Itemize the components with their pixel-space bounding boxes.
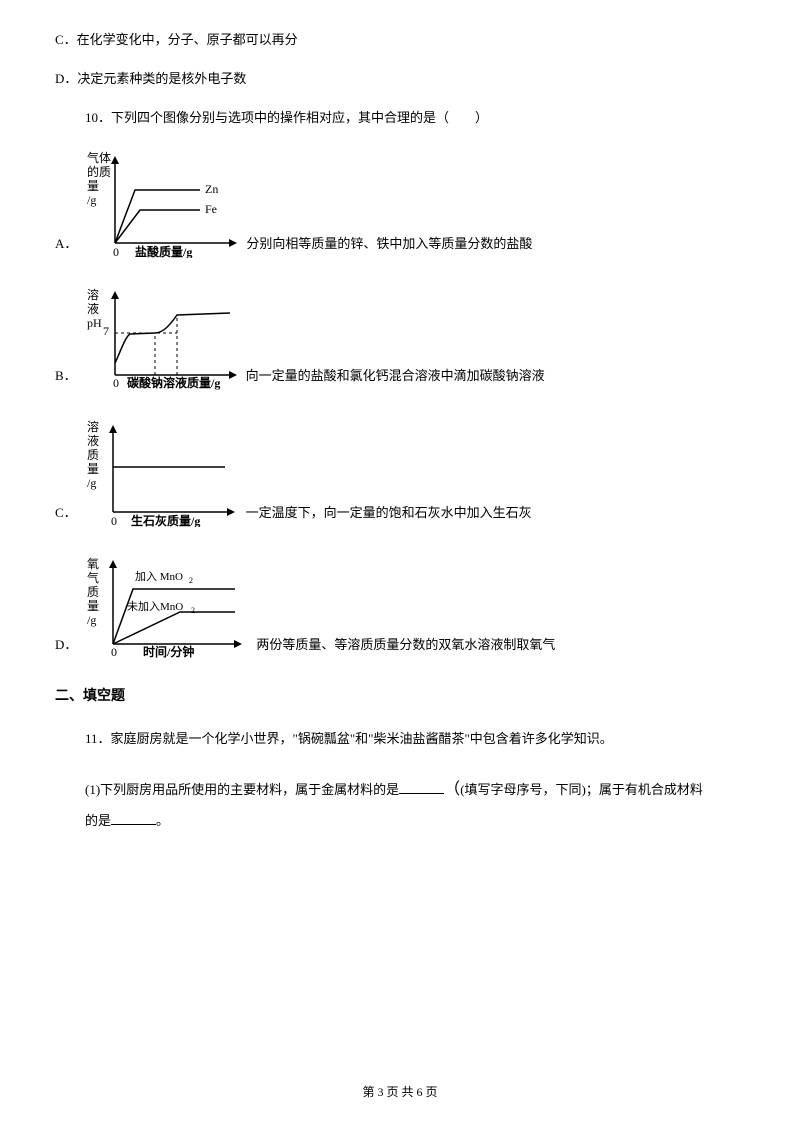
q11-stem: 11．家庭厨房就是一个化学小世界，"锅碗瓢盆"和"柴米油盐酱醋茶"中包含着许多化… [85, 726, 745, 752]
svg-text:0: 0 [111, 514, 117, 527]
svg-text:量: 量 [87, 462, 99, 476]
svg-text:液: 液 [87, 433, 99, 448]
blank-1 [399, 780, 444, 794]
option-d-label: D． [55, 635, 77, 666]
q10-option-a: A． 气体 的质 量 /g Zn Fe 0 盐酸质量/g 分别向相等质量的锌、铁… [55, 148, 745, 265]
svg-text:量: 量 [87, 599, 99, 613]
option-a-text: 分别向相等质量的锌、铁中加入等质量分数的盐酸 [246, 234, 532, 265]
svg-text:氧: 氧 [87, 557, 99, 571]
svg-text:/g: /g [87, 193, 96, 207]
svg-text:未加入MnO: 未加入MnO [127, 600, 183, 613]
q11-sub1-d: 。 [156, 813, 169, 828]
page-footer: 第 3 页 共 6 页 [0, 1083, 800, 1102]
q11-sub1-b: (填写字母序号，下同)；属于有机合成材料 [460, 782, 703, 797]
svg-text:0: 0 [113, 245, 119, 258]
blank-2 [111, 811, 156, 825]
svg-text:Fe: Fe [205, 202, 217, 216]
svg-text:/g: /g [87, 476, 96, 490]
svg-text:溶: 溶 [87, 287, 99, 302]
q10-option-d: D． 氧 气 质 量 /g 加入 MnO 2 未加入MnO 2 0 时间/分钟 两份… [55, 554, 745, 666]
option-d: D．决定元素种类的是核外电子数 [55, 69, 745, 90]
svg-text:0: 0 [113, 376, 119, 390]
svg-text:碳酸钠溶液质量/g: 碳酸钠溶液质量/g [127, 375, 220, 390]
q10-option-c: C． 溶 液 质 量 /g 0 生石灰质量/g 一定温度下，向一定量的饱和石灰水… [55, 417, 745, 534]
svg-text:2: 2 [189, 576, 193, 585]
svg-text:时间/分钟: 时间/分钟 [143, 644, 194, 659]
svg-text:的质: 的质 [87, 164, 111, 179]
chart-b: 溶 液 pH 7 0 碳酸钠溶液质量/g [85, 285, 240, 397]
chart-a: 气体 的质 量 /g Zn Fe 0 盐酸质量/g [85, 148, 240, 265]
svg-text:/g: /g [87, 613, 96, 627]
option-b-label: B． [55, 366, 77, 397]
q11-sub1-a: (1)下列厨房用品所使用的主要材料，属于金属材料的是 [85, 782, 399, 797]
svg-text:Zn: Zn [205, 182, 218, 196]
svg-text:pH: pH [87, 316, 102, 330]
svg-text:2: 2 [191, 606, 195, 615]
svg-text:盐酸质量/g: 盐酸质量/g [135, 244, 192, 258]
q10-option-b: B． 溶 液 pH 7 0 碳酸钠溶液质量/g 向一定量的盐酸和氯化钙混合溶液中… [55, 285, 745, 397]
svg-text:生石灰质量/g: 生石灰质量/g [131, 513, 200, 527]
q11-sub1: (1)下列厨房用品所使用的主要材料，属于金属材料的是（(填写字母序号，下同)；属… [85, 772, 745, 836]
svg-text:质: 质 [87, 585, 99, 599]
q11-sub1-c: 的是 [85, 813, 111, 828]
option-a-label: A． [55, 234, 77, 265]
chart-c: 溶 液 质 量 /g 0 生石灰质量/g [85, 417, 240, 534]
svg-text:气体: 气体 [87, 150, 111, 165]
option-b-text: 向一定量的盐酸和氯化钙混合溶液中滴加碳酸钠溶液 [246, 366, 545, 397]
option-d-text: 两份等质量、等溶质质量分数的双氧水溶液制取氧气 [256, 635, 555, 666]
svg-text:液: 液 [87, 301, 99, 316]
option-c: C．在化学变化中，分子、原子都可以再分 [55, 30, 745, 51]
option-c-label: C． [55, 503, 77, 534]
svg-text:溶: 溶 [87, 419, 99, 434]
svg-text:质: 质 [87, 448, 99, 462]
q10-stem: 10．下列四个图像分别与选项中的操作相对应，其中合理的是（ ） [85, 108, 745, 129]
svg-text:加入 MnO: 加入 MnO [135, 570, 183, 583]
svg-text:气: 气 [87, 570, 99, 585]
option-c-text: 一定温度下，向一定量的饱和石灰水中加入生石灰 [246, 503, 532, 534]
svg-text:0: 0 [111, 645, 117, 659]
section-2-title: 二、填空题 [55, 686, 745, 708]
svg-text:7: 7 [103, 324, 109, 338]
chart-d: 氧 气 质 量 /g 加入 MnO 2 未加入MnO 2 0 时间/分钟 [85, 554, 250, 666]
svg-text:量: 量 [87, 179, 99, 193]
